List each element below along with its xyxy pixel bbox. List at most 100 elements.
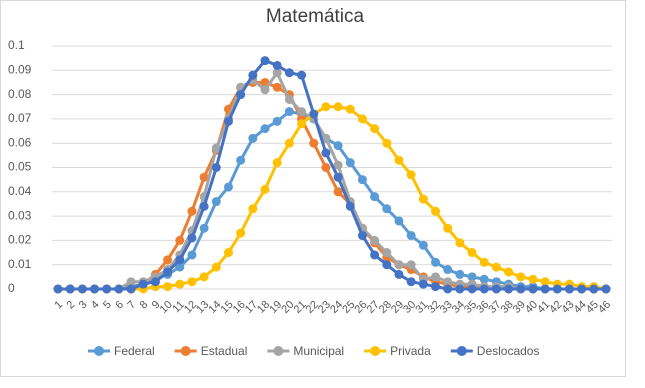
- data-point: [272, 60, 282, 70]
- data-point: [126, 277, 136, 287]
- data-point: [211, 262, 221, 272]
- data-point: [504, 267, 514, 277]
- data-point: [102, 284, 112, 294]
- data-point: [187, 233, 197, 243]
- data-point: [370, 192, 380, 202]
- data-point: [175, 279, 185, 289]
- data-point: [236, 90, 246, 100]
- data-point: [321, 133, 331, 143]
- data-point: [150, 277, 160, 287]
- data-point: [211, 163, 221, 172]
- data-point: [223, 182, 233, 192]
- data-point: [284, 68, 294, 78]
- y-tick-label: 0.06: [8, 135, 32, 149]
- data-point: [455, 284, 465, 294]
- y-tick-label: 0: [8, 281, 15, 295]
- data-point: [479, 284, 489, 294]
- data-point: [260, 85, 270, 95]
- data-point: [406, 231, 416, 241]
- data-point: [491, 262, 501, 272]
- data-point: [333, 102, 343, 112]
- y-tick-label: 0.02: [8, 233, 32, 247]
- data-point: [394, 260, 404, 270]
- data-point: [491, 284, 501, 294]
- data-point: [284, 94, 294, 104]
- data-point: [138, 279, 148, 289]
- legend-swatch-marker: [94, 346, 104, 356]
- data-point: [333, 172, 343, 182]
- data-point: [199, 172, 209, 182]
- data-point: [540, 284, 550, 294]
- y-tick-label: 0.09: [8, 62, 32, 76]
- series-line: [58, 59, 606, 291]
- data-point: [175, 255, 185, 265]
- data-point: [406, 277, 416, 287]
- data-point: [284, 138, 294, 148]
- data-point: [163, 255, 173, 265]
- data-point: [260, 184, 270, 194]
- data-point: [236, 228, 246, 238]
- data-point: [284, 107, 294, 117]
- data-point: [248, 133, 258, 143]
- data-point: [163, 267, 173, 277]
- y-tick-label: 0.05: [8, 160, 32, 174]
- data-point: [345, 104, 355, 114]
- data-point: [467, 272, 477, 282]
- data-point: [187, 206, 197, 216]
- data-point: [90, 284, 100, 294]
- data-point: [418, 194, 428, 204]
- data-point: [321, 148, 331, 158]
- data-point: [577, 284, 587, 294]
- data-point: [516, 272, 526, 282]
- data-point: [528, 274, 538, 284]
- data-point: [211, 143, 221, 153]
- legend-swatch-marker: [456, 346, 467, 356]
- data-point: [589, 284, 599, 294]
- data-point: [406, 170, 416, 180]
- data-point: [297, 70, 307, 80]
- data-point: [65, 284, 75, 294]
- data-point: [333, 187, 343, 197]
- data-point: [431, 282, 441, 292]
- data-point: [223, 248, 233, 258]
- data-point: [309, 138, 319, 148]
- data-point: [455, 269, 465, 279]
- data-point: [370, 235, 380, 245]
- data-point: [248, 204, 258, 214]
- legend-label: Privada: [390, 344, 431, 358]
- data-point: [53, 284, 63, 294]
- data-point: [223, 116, 233, 126]
- data-point: [418, 279, 428, 289]
- data-point: [418, 240, 428, 250]
- data-point: [321, 163, 331, 172]
- data-point: [199, 201, 209, 211]
- data-point: [431, 257, 441, 267]
- data-point: [345, 201, 355, 211]
- data-point: [199, 223, 209, 233]
- data-point: [382, 204, 392, 214]
- data-point: [272, 158, 282, 168]
- data-point: [382, 138, 392, 148]
- data-point: [333, 141, 343, 151]
- y-tick-label: 0.01: [8, 257, 32, 271]
- data-point: [236, 155, 246, 165]
- data-point: [248, 70, 258, 80]
- data-point: [211, 197, 221, 207]
- data-point: [479, 274, 489, 284]
- data-point: [126, 284, 136, 294]
- legend-swatch-marker: [273, 346, 284, 356]
- data-point: [552, 284, 562, 294]
- data-point: [394, 216, 404, 226]
- data-point: [455, 238, 465, 248]
- data-point: [272, 82, 282, 92]
- data-point: [406, 260, 416, 270]
- chart-frame: [0, 0, 626, 377]
- legend-label: Estadual: [201, 344, 248, 358]
- y-tick-label: 0.07: [8, 111, 32, 125]
- data-point: [357, 114, 367, 124]
- data-point: [199, 272, 209, 282]
- data-point: [345, 158, 355, 168]
- data-point: [321, 102, 331, 112]
- data-point: [309, 109, 319, 119]
- data-point: [370, 124, 380, 134]
